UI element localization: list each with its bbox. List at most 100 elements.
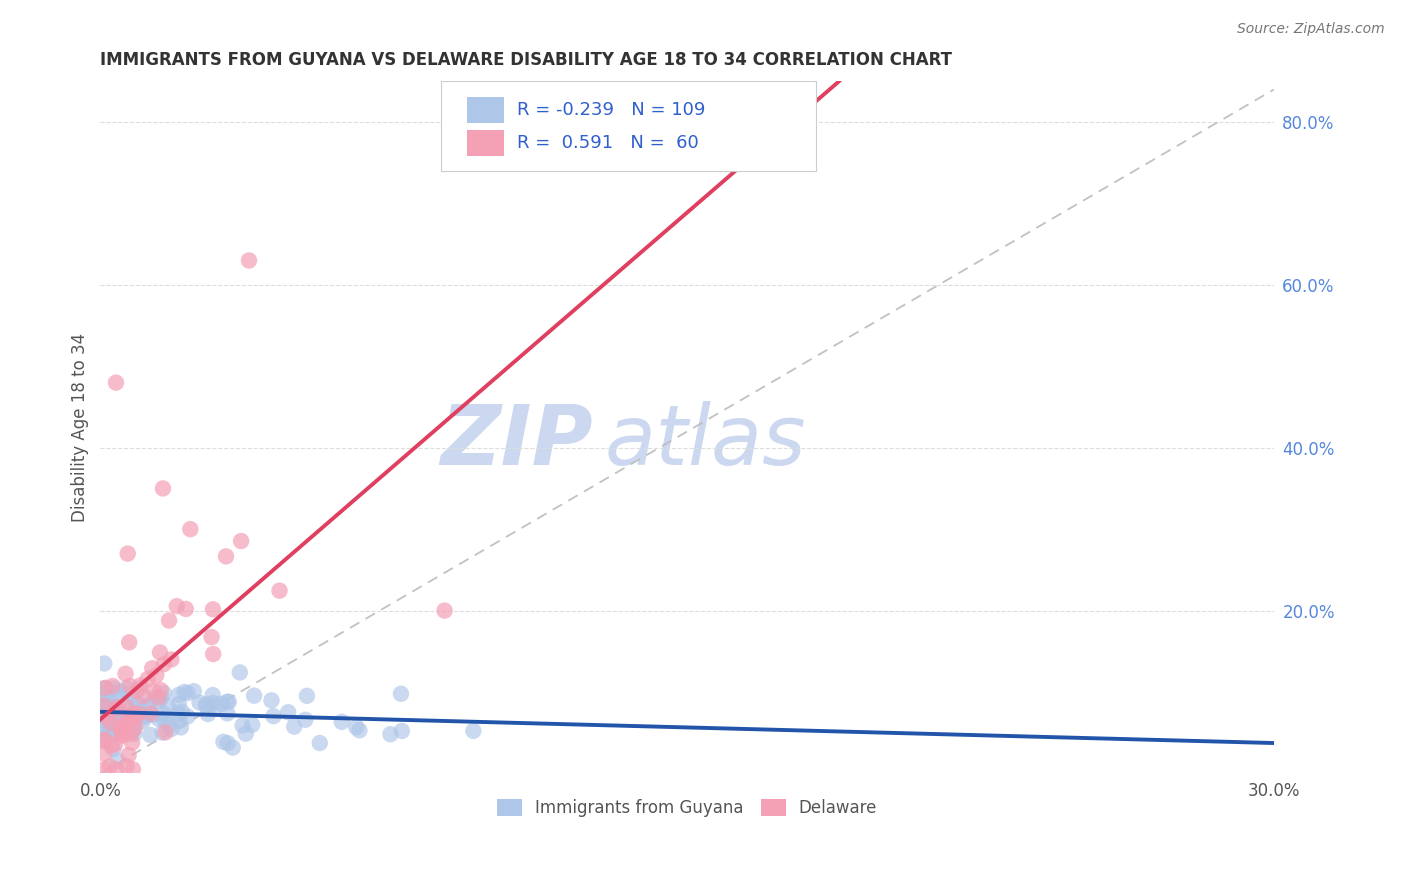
Point <box>152 725 174 739</box>
Point <box>308 736 330 750</box>
Point <box>107 754 129 768</box>
Point <box>153 713 176 727</box>
Point <box>176 686 198 700</box>
Point <box>176 709 198 723</box>
Point <box>217 706 239 721</box>
Point <box>132 689 155 703</box>
Text: ZIP: ZIP <box>440 401 593 482</box>
Point <box>222 740 245 755</box>
Point <box>114 708 136 723</box>
Point <box>93 657 115 671</box>
Point <box>115 759 138 773</box>
Point <box>94 723 117 737</box>
Point <box>127 706 149 721</box>
Point <box>201 696 224 710</box>
Point <box>135 709 157 723</box>
Point <box>118 710 141 724</box>
Text: IMMIGRANTS FROM GUYANA VS DELAWARE DISABILITY AGE 18 TO 34 CORRELATION CHART: IMMIGRANTS FROM GUYANA VS DELAWARE DISAB… <box>100 51 952 69</box>
Point <box>217 695 239 709</box>
Point <box>104 703 127 717</box>
Point <box>201 602 224 616</box>
Point <box>141 661 163 675</box>
Text: R = -0.239   N = 109: R = -0.239 N = 109 <box>517 101 706 119</box>
Point <box>344 720 367 734</box>
Point <box>145 668 167 682</box>
Point <box>121 723 143 737</box>
Point <box>93 682 115 697</box>
Point <box>114 666 136 681</box>
Point <box>262 709 284 723</box>
Point <box>105 706 128 720</box>
Point <box>170 720 193 734</box>
Point <box>107 700 129 714</box>
Point <box>169 714 191 728</box>
Point <box>128 704 150 718</box>
Point <box>129 678 152 692</box>
Point <box>96 690 118 705</box>
Point <box>179 522 201 536</box>
Point <box>93 720 115 734</box>
Point <box>103 742 125 756</box>
Point <box>229 534 252 549</box>
Point <box>94 681 117 695</box>
Point <box>217 736 239 750</box>
Point <box>93 763 115 777</box>
Point <box>167 688 190 702</box>
Point <box>200 630 222 644</box>
Bar <box>467 130 505 156</box>
Point <box>97 696 120 710</box>
Point <box>120 726 142 740</box>
Point <box>152 706 174 721</box>
Point <box>195 698 218 712</box>
Point <box>215 549 238 564</box>
Point <box>124 693 146 707</box>
Point <box>142 684 165 698</box>
Point <box>150 690 173 705</box>
Point <box>115 681 138 696</box>
Point <box>131 714 153 728</box>
Point <box>188 696 211 710</box>
Point <box>108 725 131 739</box>
Point <box>202 647 225 661</box>
Point <box>160 652 183 666</box>
Point <box>98 704 121 718</box>
Point <box>173 685 195 699</box>
Point <box>93 694 115 708</box>
Point <box>391 723 413 738</box>
Point <box>98 706 121 720</box>
Point <box>295 689 318 703</box>
Point <box>93 713 115 727</box>
Point <box>111 723 134 738</box>
Point <box>110 721 132 735</box>
Point <box>201 688 224 702</box>
Point <box>294 713 316 727</box>
Point <box>124 721 146 735</box>
Point <box>174 602 197 616</box>
Point <box>122 709 145 723</box>
Point <box>114 724 136 739</box>
Point <box>125 684 148 698</box>
Point <box>155 725 177 739</box>
Point <box>380 727 402 741</box>
Point <box>110 711 132 725</box>
Point <box>238 253 260 268</box>
Point <box>93 731 115 745</box>
Point <box>149 683 172 698</box>
Point <box>212 735 235 749</box>
Point <box>100 720 122 734</box>
Point <box>104 701 127 715</box>
Point <box>107 690 129 704</box>
Point <box>202 701 225 715</box>
Point <box>389 687 412 701</box>
Point <box>122 763 145 777</box>
Point <box>157 717 180 731</box>
Point <box>139 728 162 742</box>
Point <box>117 547 139 561</box>
Point <box>93 747 115 761</box>
Point <box>98 759 121 773</box>
Point <box>101 679 124 693</box>
Point <box>104 737 127 751</box>
Point <box>122 707 145 722</box>
Bar <box>467 96 505 123</box>
Point <box>138 699 160 714</box>
